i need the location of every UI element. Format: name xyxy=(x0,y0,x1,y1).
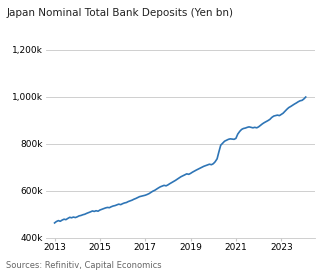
Text: Japan Nominal Total Bank Deposits (Yen bn): Japan Nominal Total Bank Deposits (Yen b… xyxy=(6,8,233,18)
Text: Sources: Refinitiv, Capital Economics: Sources: Refinitiv, Capital Economics xyxy=(6,261,162,270)
